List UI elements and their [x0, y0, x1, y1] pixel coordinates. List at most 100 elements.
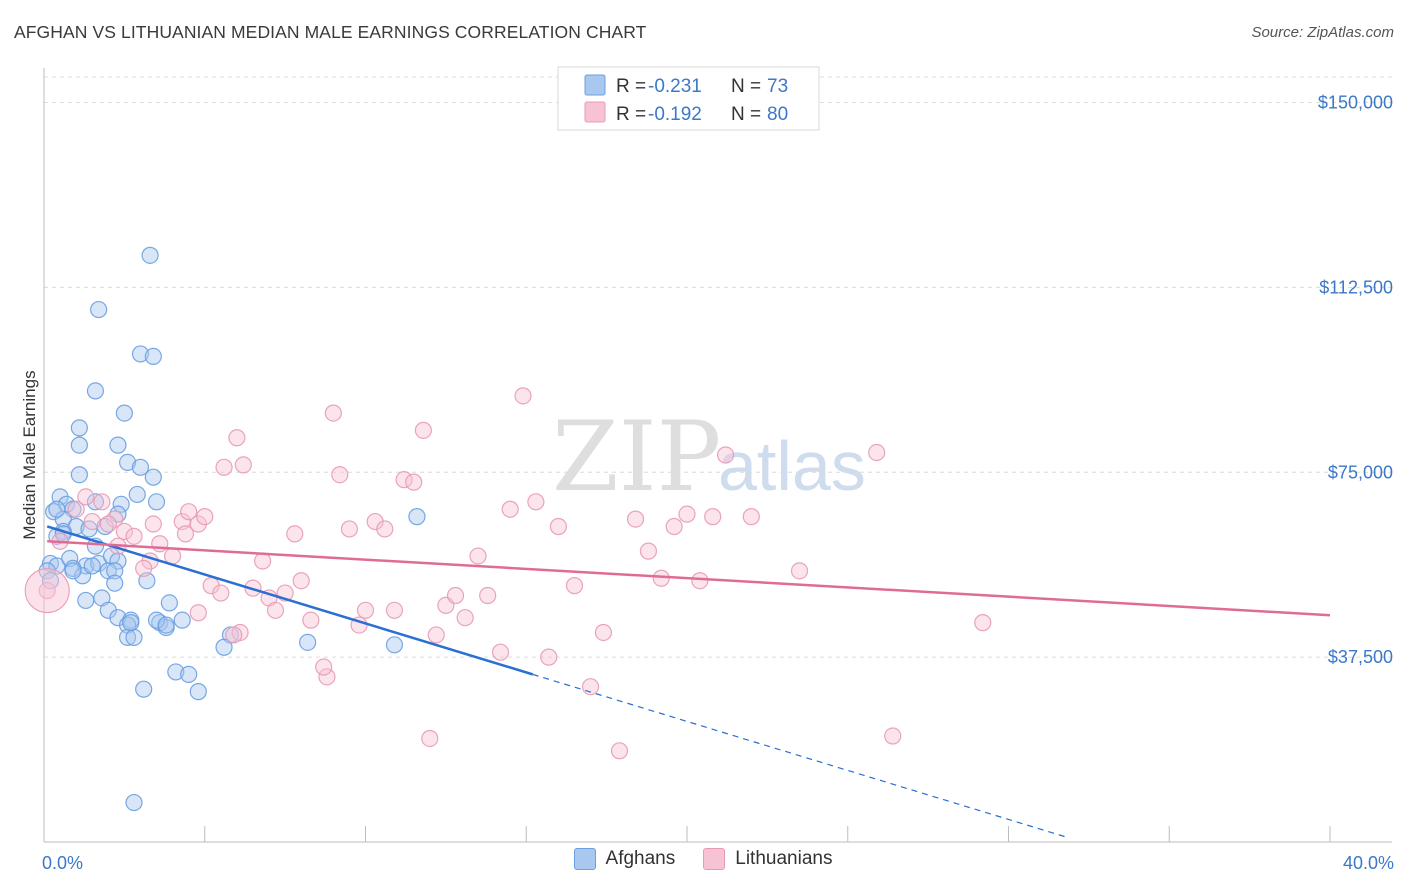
- point-afghans-9: [118, 453, 137, 471]
- point-lithuanians-40: [414, 421, 432, 439]
- trend-line-lithuanians: [47, 540, 1331, 617]
- point-lithuanians-2: [67, 500, 85, 518]
- point-lithuanians-46: [479, 586, 497, 605]
- point-afghans-19: [128, 485, 146, 504]
- point-afghans-42: [106, 574, 124, 592]
- legend-n-value-lithuanians: 80: [767, 104, 788, 125]
- point-afghans-10: [131, 458, 150, 476]
- point-lithuanians-6: [115, 522, 133, 541]
- data-points: [24, 246, 992, 812]
- legend-swatch-afghans: [584, 74, 606, 96]
- point-afghans-60: [180, 665, 198, 683]
- point-afghans-59: [167, 663, 185, 681]
- point-lithuanians-57: [626, 510, 645, 528]
- point-lithuanians-49: [514, 387, 532, 405]
- point-lithuanians-11: [164, 547, 182, 565]
- point-lithuanians-64: [716, 446, 735, 464]
- point-lithuanians-39: [405, 473, 423, 491]
- point-afghans-20: [147, 493, 166, 511]
- series-label-lithuanians: Lithuanians: [735, 848, 833, 869]
- point-afghans-66: [48, 500, 66, 518]
- point-afghans-38: [106, 562, 124, 580]
- point-lithuanians-24: [266, 601, 285, 619]
- point-lithuanians-17: [212, 584, 230, 602]
- legend-r-value-lithuanians: -0.192: [648, 104, 702, 125]
- point-lithuanians-45: [469, 547, 487, 565]
- point-lithuanians-20: [234, 456, 252, 474]
- point-lithuanians-48: [501, 500, 519, 518]
- point-lithuanians-68: [884, 727, 902, 745]
- series-legend-item-afghans: Afghans: [573, 848, 676, 870]
- point-lithuanians-70: [421, 729, 439, 748]
- y-axis-label: Median Male Earnings: [20, 370, 39, 539]
- point-lithuanians-43: [446, 586, 465, 605]
- point-lithuanians-31: [331, 466, 349, 484]
- point-lithuanians-52: [549, 517, 568, 536]
- series-legend: Afghans Lithuanians: [0, 848, 1406, 870]
- point-lithuanians-79: [176, 525, 195, 543]
- watermark-atlas: atlas: [718, 427, 866, 505]
- point-lithuanians-77: [315, 658, 333, 676]
- point-lithuanians-66: [790, 562, 809, 580]
- point-afghans-53: [173, 611, 191, 629]
- gridlines: [44, 76, 1392, 658]
- point-lithuanians-37: [385, 601, 404, 619]
- x-tick-label-min: 0.0%: [42, 853, 83, 873]
- axes: [43, 68, 1392, 843]
- point-lithuanians-69: [974, 614, 992, 632]
- point-afghans-57: [299, 633, 317, 651]
- point-afghans-71: [83, 557, 101, 575]
- point-lithuanians-67: [868, 443, 886, 462]
- point-afghans-5: [86, 382, 105, 400]
- legend-r-value-afghans: -0.231: [648, 76, 702, 97]
- point-afghans-62: [189, 683, 207, 701]
- point-lithuanians-51: [540, 648, 558, 666]
- series-swatch-afghans: [573, 848, 596, 870]
- series-label-afghans: Afghans: [605, 848, 676, 869]
- point-lithuanians-76: [225, 626, 243, 644]
- series-legend-item-lithuanians: Lithuanians: [703, 848, 832, 870]
- point-lithuanians-29: [318, 668, 336, 686]
- point-lithuanians-62: [691, 572, 709, 590]
- point-lithuanians-7: [125, 527, 143, 545]
- point-lithuanians-34: [356, 601, 375, 619]
- point-afghans-55: [125, 628, 143, 647]
- point-lithuanians-74: [99, 515, 117, 533]
- watermark-zip: ZIP: [552, 401, 721, 513]
- point-lithuanians-27: [292, 572, 310, 590]
- point-afghans-16: [112, 495, 130, 513]
- point-afghans-4: [144, 347, 162, 366]
- point-afghans-31: [77, 557, 95, 575]
- point-afghans-43: [77, 591, 95, 610]
- y-tick-label-2: $112,500: [1319, 277, 1393, 297]
- point-lithuanians-50: [527, 493, 545, 511]
- y-tick-labels: $37,500 $75,000 $112,500 $150,000: [1318, 93, 1393, 668]
- point-afghans-1: [90, 300, 108, 319]
- point-lithuanians-60: [665, 517, 683, 536]
- point-lithuanians-19: [228, 429, 246, 447]
- point-afghans-7: [70, 419, 88, 437]
- legend-n-value-afghans: 73: [767, 76, 788, 97]
- point-lithuanians-65: [742, 508, 760, 526]
- point-lithuanians-59: [652, 569, 670, 587]
- point-lithuanians-58: [639, 542, 658, 560]
- point-lithuanians-75: [83, 512, 101, 531]
- series-swatch-lithuanians: [703, 848, 726, 870]
- point-lithuanians-61: [678, 505, 696, 523]
- y-tick-label-3: $150,000: [1318, 93, 1393, 113]
- point-lithuanians-15: [196, 508, 214, 526]
- x-tick-label-max: 40.0%: [1343, 853, 1394, 873]
- point-lithuanians-18: [215, 458, 233, 476]
- point-afghans-11: [144, 468, 162, 486]
- point-afghans-12: [70, 466, 88, 484]
- point-lithuanians-9: [144, 515, 162, 533]
- chart-source: Source: ZipAtlas.com: [1251, 24, 1394, 41]
- point-afghans-52: [147, 611, 166, 629]
- point-lithuanians-56: [610, 742, 629, 760]
- point-afghans-22: [54, 510, 72, 528]
- point-afghans-8: [70, 436, 88, 454]
- legend-r-label-afghans: R =: [616, 76, 646, 97]
- y-tick-label-1: $75,000: [1328, 462, 1393, 482]
- y-tick-label-0: $37,500: [1328, 647, 1393, 667]
- point-lithuanians-22: [254, 552, 272, 570]
